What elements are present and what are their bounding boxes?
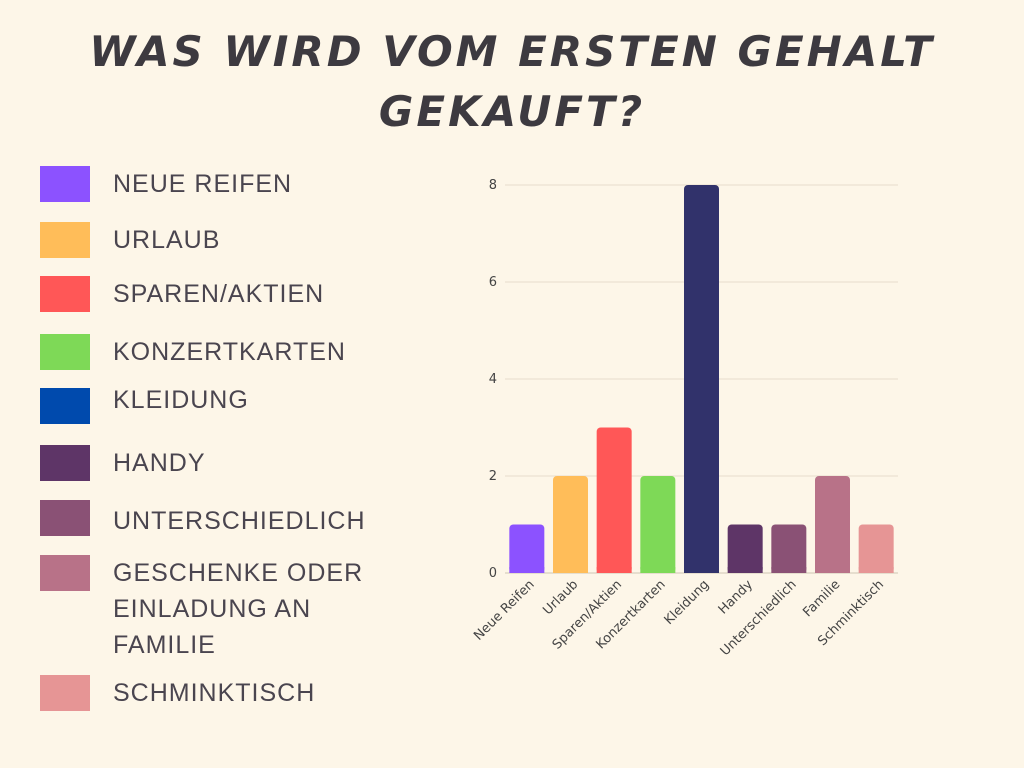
legend-swatch: [40, 500, 90, 536]
bar-familie: [815, 476, 850, 573]
bar-base: [684, 567, 719, 573]
bar-konzertkarten: [640, 476, 676, 573]
bar-unterschiedlich: [771, 524, 807, 573]
legend-swatch: [40, 222, 90, 258]
legend-label: KLEIDUNG: [113, 386, 249, 414]
bar-schminktisch: [858, 524, 894, 573]
legend-swatch: [40, 334, 90, 370]
legend-swatch: [40, 445, 90, 481]
bar-neue-reifen: [509, 524, 545, 573]
x-tick-label: Handy: [716, 577, 756, 617]
legend-label: SCHMINKTISCH: [113, 679, 316, 707]
bar-sparen-aktien: [596, 427, 632, 573]
legend-label: SPAREN/AKTIEN: [113, 280, 325, 308]
legend-swatch: [40, 555, 90, 591]
bar-base: [771, 567, 807, 573]
legend-label: URLAUB: [113, 226, 221, 254]
title-line-1: WAS WIRD VOM ERSTEN GEHALT: [89, 27, 935, 76]
y-tick-label: 2: [489, 469, 497, 484]
bar-base: [727, 567, 763, 573]
bar-base: [858, 567, 894, 573]
legend-swatch: [40, 276, 90, 312]
bar-handy: [727, 524, 763, 573]
y-tick-label: 4: [489, 372, 497, 387]
legend-swatch: [40, 166, 90, 202]
x-tick-label: Familie: [800, 577, 843, 620]
legend-label: UNTERSCHIEDLICH: [113, 507, 366, 535]
bar-base: [640, 567, 676, 573]
bar-urlaub: [553, 476, 588, 573]
legend-swatch: [40, 675, 90, 711]
y-tick-label: 0: [489, 566, 497, 581]
legend-label: GESCHENKE ODER EINLADUNG AN FAMILIE: [113, 559, 364, 659]
bar-base: [509, 567, 545, 573]
title-line-2: GEKAUFT?: [378, 87, 646, 136]
bar-base: [553, 567, 588, 573]
x-tick-label: Kleidung: [662, 577, 713, 628]
legend-label: NEUE REIFEN: [113, 170, 293, 198]
x-tick-label: Urlaub: [540, 577, 581, 618]
y-tick-label: 8: [489, 178, 497, 193]
bar-base: [815, 567, 850, 573]
bar-kleidung: [684, 185, 719, 573]
chart-title: WAS WIRD VOM ERSTEN GEHALT GEKAUFT?: [0, 22, 1024, 142]
x-tick-label: Neue Reifen: [471, 577, 537, 643]
legend-label: KONZERTKARTEN: [113, 338, 346, 366]
bar-base: [596, 567, 632, 573]
legend-label: HANDY: [113, 449, 206, 477]
x-tick-label: Unterschiedlich: [718, 577, 800, 659]
y-tick-label: 6: [489, 275, 497, 290]
legend-swatch: [40, 388, 90, 424]
